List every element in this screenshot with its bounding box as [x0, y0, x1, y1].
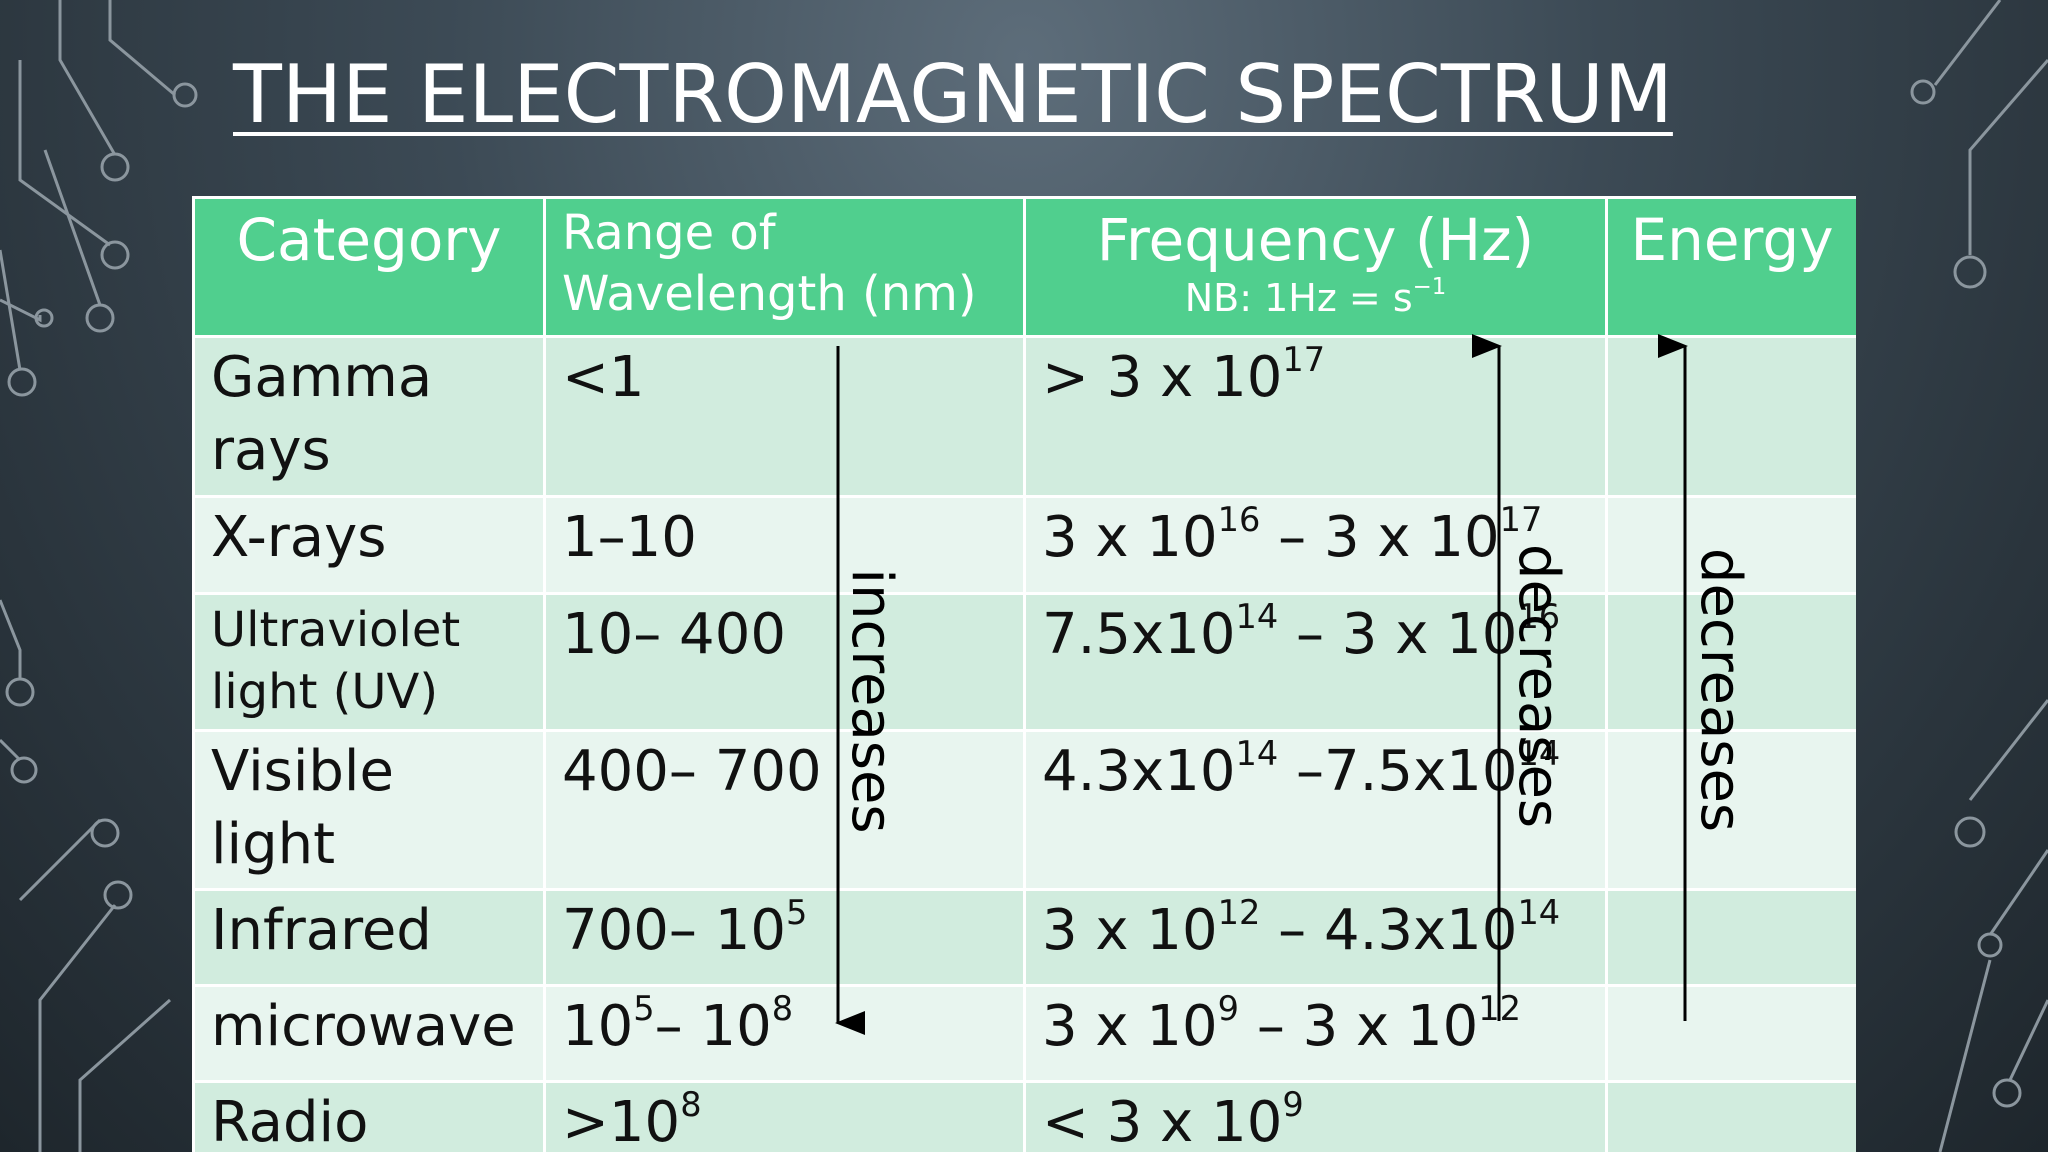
- text-part: NB: 1Hz = s: [1184, 276, 1413, 321]
- superscript: 14: [1235, 596, 1279, 636]
- column-header: Frequency (Hz) NB: 1Hz = s−1: [1023, 196, 1608, 338]
- column-header: Category: [192, 196, 546, 338]
- text-part: – 10: [654, 994, 772, 1059]
- energy-cell: [1605, 1080, 1856, 1152]
- text-part: 3 x 10: [1042, 898, 1218, 963]
- wavelength-cell: >108: [543, 1080, 1026, 1152]
- energy-cell: [1605, 495, 1856, 595]
- header-text: Frequency (Hz): [1096, 206, 1535, 274]
- category-cell: Infrared: [192, 888, 546, 987]
- wavelength-cell: 10– 400: [543, 592, 1026, 732]
- header-row: Category Range of Wavelength (nm) Frequenc…: [192, 196, 1856, 338]
- wavelength-cell: <1: [543, 335, 1026, 498]
- energy-cell: [1605, 888, 1856, 987]
- wavelength-cell: 1–10: [543, 495, 1026, 595]
- superscript: 17: [1282, 339, 1326, 379]
- frequency-cell: 7.5x1014 – 3 x 1016: [1023, 592, 1608, 732]
- category-cell: Ultraviolet light (UV): [192, 592, 546, 732]
- table-row: X-rays 1–10 3 x 1016 – 3 x 1017: [192, 495, 1856, 595]
- superscript: 9: [1282, 1084, 1304, 1124]
- category-cell: X-rays: [192, 495, 546, 595]
- wavelength-cell: 400– 700: [543, 729, 1026, 891]
- frequency-cell: 3 x 1012 – 4.3x1014: [1023, 888, 1608, 987]
- text-part: 700– 10: [562, 898, 786, 963]
- text-part: 10– 400: [562, 602, 786, 667]
- text-part: 7.5x10: [1042, 602, 1236, 667]
- energy-cell: [1605, 984, 1856, 1083]
- column-header: Range of Wavelength (nm): [543, 196, 1026, 338]
- superscript: 8: [680, 1084, 702, 1124]
- superscript: 14: [1235, 733, 1279, 773]
- text-part: – 3 x 10: [1260, 505, 1500, 570]
- text-part: 1–10: [562, 505, 697, 570]
- energy-cell: [1605, 592, 1856, 732]
- slide-title: THE ELECTROMAGNETIC SPECTRUM: [233, 48, 1673, 141]
- text-part: < 3 x 10: [1042, 1090, 1283, 1152]
- text-part: 3 x 10: [1042, 505, 1218, 570]
- energy-cell: [1605, 729, 1856, 891]
- column-header: Energy: [1605, 196, 1856, 338]
- header-note: NB: 1Hz = s−1: [1042, 276, 1589, 321]
- frequency-cell: 3 x 109 – 3 x 1012: [1023, 984, 1608, 1083]
- frequency-cell: 4.3x1014 –7.5x1014: [1023, 729, 1608, 891]
- text-part: – 3 x 10: [1239, 994, 1479, 1059]
- table-row: Ultraviolet light (UV) 10– 400 7.5x1014 – …: [192, 592, 1856, 732]
- text-part: – 4.3x10: [1260, 898, 1518, 963]
- frequency-cell: > 3 x 1017: [1023, 335, 1608, 498]
- text-part: <1: [562, 345, 645, 410]
- superscript: 12: [1217, 892, 1261, 932]
- superscript: 16: [1517, 596, 1561, 636]
- text-part: –7.5x10: [1278, 739, 1518, 804]
- spectrum-table: Category Range of Wavelength (nm) Frequenc…: [192, 196, 1856, 1152]
- superscript: −1: [1412, 274, 1447, 301]
- table-row: Visible light 400– 700 4.3x1014 –7.5x1014: [192, 729, 1856, 891]
- superscript: 8: [771, 988, 794, 1028]
- category-cell: microwave: [192, 984, 546, 1083]
- superscript: 9: [1217, 988, 1240, 1028]
- category-cell: Gamma rays: [192, 335, 546, 498]
- superscript: 12: [1478, 988, 1521, 1028]
- superscript: 5: [633, 988, 655, 1028]
- superscript: 17: [1499, 499, 1543, 539]
- superscript: 14: [1517, 892, 1561, 932]
- superscript: 16: [1217, 499, 1261, 539]
- text-part: 4.3x10: [1042, 739, 1236, 804]
- text-part: 10: [562, 994, 634, 1059]
- table: Category Range of Wavelength (nm) Frequenc…: [192, 196, 1856, 1152]
- table-row: Radio >108 < 3 x 109: [192, 1080, 1856, 1152]
- superscript: 5: [785, 892, 808, 932]
- text-part: 3 x 10: [1042, 994, 1218, 1059]
- wavelength-cell: 105– 108: [543, 984, 1026, 1083]
- frequency-cell: < 3 x 109: [1023, 1080, 1608, 1152]
- text-part: > 3 x 10: [1042, 345, 1283, 410]
- table-row: Infrared 700– 105 3 x 1012 – 4.3x1014: [192, 888, 1856, 987]
- text-part: >10: [562, 1090, 681, 1152]
- category-cell: Radio: [192, 1080, 546, 1152]
- text-part: – 3 x 10: [1278, 602, 1518, 667]
- table-row: microwave 105– 108 3 x 109 – 3 x 1012: [192, 984, 1856, 1083]
- wavelength-cell: 700– 105: [543, 888, 1026, 987]
- text-part: 400– 700: [562, 739, 822, 804]
- table-row: Gamma rays <1 > 3 x 1017: [192, 335, 1856, 498]
- energy-cell: [1605, 335, 1856, 498]
- frequency-cell: 3 x 1016 – 3 x 1017: [1023, 495, 1608, 595]
- category-cell: Visible light: [192, 729, 546, 891]
- superscript: 14: [1517, 733, 1561, 773]
